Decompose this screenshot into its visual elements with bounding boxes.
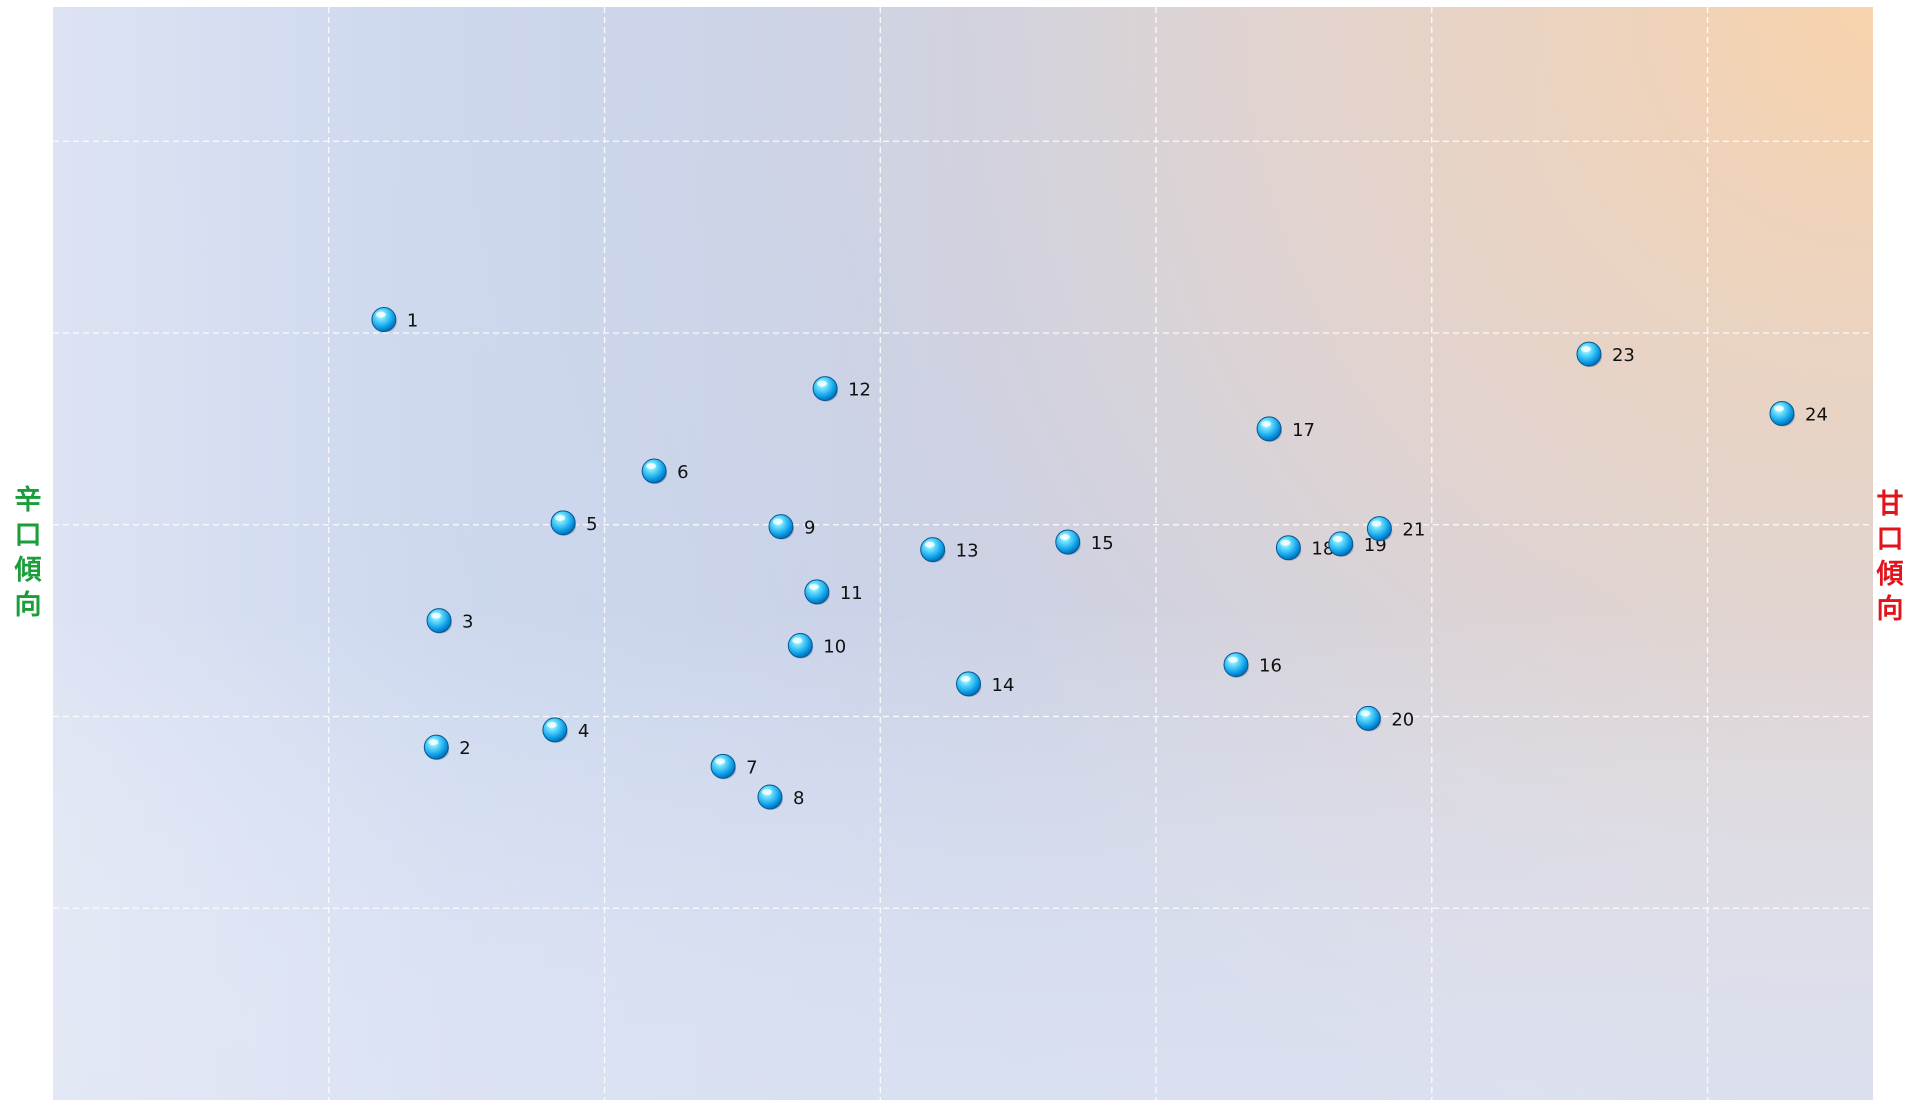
data-point-1: 1 bbox=[371, 307, 418, 333]
marker-highlight bbox=[715, 758, 726, 765]
marker-13 bbox=[920, 537, 946, 563]
marker-24 bbox=[1769, 401, 1795, 427]
marker-highlight bbox=[808, 583, 819, 590]
data-point-19: 19 bbox=[1328, 531, 1387, 557]
marker-16 bbox=[1223, 652, 1249, 678]
bottom-fade bbox=[53, 7, 1873, 1100]
point-label-6: 6 bbox=[677, 462, 688, 483]
point-label-11: 11 bbox=[840, 583, 863, 604]
sweet-tendency-label: 甘 口 傾 向 bbox=[1876, 489, 1904, 625]
marker-1 bbox=[371, 307, 397, 333]
data-point-20: 20 bbox=[1355, 705, 1414, 732]
data-point-16: 16 bbox=[1223, 652, 1282, 678]
marker-highlight bbox=[1332, 535, 1343, 542]
marker-18 bbox=[1275, 535, 1301, 561]
point-label-15: 15 bbox=[1091, 533, 1114, 554]
marker-5 bbox=[550, 510, 576, 536]
point-label-16: 16 bbox=[1259, 656, 1282, 677]
point-label-13: 13 bbox=[956, 541, 979, 562]
point-label-14: 14 bbox=[992, 675, 1015, 696]
point-label-9: 9 bbox=[804, 518, 815, 539]
marker-21 bbox=[1366, 516, 1392, 542]
marker-highlight bbox=[431, 612, 442, 619]
data-point-21: 21 bbox=[1366, 516, 1425, 542]
data-point-9: 9 bbox=[768, 514, 815, 540]
marker-11 bbox=[804, 579, 830, 605]
point-label-3: 3 bbox=[462, 612, 473, 633]
point-label-5: 5 bbox=[586, 514, 597, 535]
marker-highlight bbox=[375, 311, 386, 318]
point-label-7: 7 bbox=[746, 757, 757, 778]
marker-19 bbox=[1328, 531, 1354, 557]
marker-12 bbox=[812, 376, 838, 402]
data-point-7: 7 bbox=[710, 753, 758, 780]
marker-highlight bbox=[1059, 533, 1070, 540]
marker-6 bbox=[641, 458, 667, 484]
point-label-17: 17 bbox=[1292, 420, 1315, 441]
data-point-14: 14 bbox=[956, 671, 1015, 697]
point-label-21: 21 bbox=[1402, 520, 1425, 541]
data-point-11: 11 bbox=[804, 579, 863, 605]
point-label-12: 12 bbox=[848, 380, 871, 401]
point-label-4: 4 bbox=[578, 721, 589, 742]
plot-background bbox=[53, 7, 1873, 1100]
marker-highlight bbox=[1360, 710, 1371, 717]
marker-highlight bbox=[428, 739, 439, 746]
data-point-13: 13 bbox=[920, 537, 979, 563]
marker-highlight bbox=[1280, 539, 1291, 546]
marker-highlight bbox=[1371, 520, 1382, 527]
point-label-8: 8 bbox=[793, 788, 804, 809]
data-point-4: 4 bbox=[542, 717, 589, 743]
marker-highlight bbox=[924, 541, 935, 548]
data-point-3: 3 bbox=[426, 608, 474, 634]
grid-lines bbox=[53, 7, 1873, 1100]
point-label-20: 20 bbox=[1391, 709, 1414, 730]
data-point-5: 5 bbox=[550, 510, 598, 536]
marker-highlight bbox=[773, 518, 783, 525]
data-point-6: 6 bbox=[641, 458, 689, 485]
marker-23 bbox=[1576, 341, 1602, 367]
marker-15 bbox=[1055, 529, 1081, 555]
data-point-15: 15 bbox=[1055, 529, 1114, 555]
marker-highlight bbox=[960, 675, 971, 682]
point-label-2: 2 bbox=[459, 738, 470, 759]
marker-highlight bbox=[1228, 656, 1238, 663]
marker-highlight bbox=[1774, 405, 1784, 412]
marker-7 bbox=[710, 753, 736, 779]
data-point-10: 10 bbox=[787, 633, 846, 659]
marker-highlight bbox=[792, 637, 803, 644]
marker-highlight bbox=[646, 463, 657, 470]
marker-4 bbox=[542, 717, 568, 743]
marker-highlight bbox=[817, 380, 828, 387]
point-label-10: 10 bbox=[823, 637, 846, 658]
marker-8 bbox=[757, 784, 783, 810]
data-point-2: 2 bbox=[423, 734, 471, 761]
marker-highlight bbox=[761, 789, 772, 796]
marker-3 bbox=[426, 608, 452, 634]
marker-17 bbox=[1256, 416, 1282, 442]
dry-tendency-label: 辛 口 傾 向 bbox=[14, 485, 42, 621]
data-point-8: 8 bbox=[757, 784, 804, 811]
data-point-23: 23 bbox=[1576, 341, 1635, 368]
marker-highlight bbox=[546, 721, 557, 728]
marker-highlight bbox=[1261, 420, 1272, 427]
data-point-18: 18 bbox=[1275, 535, 1334, 561]
data-point-12: 12 bbox=[812, 376, 871, 402]
marker-14 bbox=[956, 671, 982, 697]
data-point-24: 24 bbox=[1769, 401, 1828, 427]
point-label-24: 24 bbox=[1805, 405, 1828, 426]
marker-20 bbox=[1355, 705, 1381, 731]
marker-2 bbox=[423, 734, 449, 760]
point-label-23: 23 bbox=[1612, 345, 1635, 366]
point-label-1: 1 bbox=[407, 311, 418, 332]
data-point-17: 17 bbox=[1256, 416, 1315, 442]
marker-9 bbox=[768, 514, 794, 540]
marker-10 bbox=[787, 633, 813, 659]
marker-highlight bbox=[555, 514, 566, 521]
marker-highlight bbox=[1580, 346, 1591, 353]
